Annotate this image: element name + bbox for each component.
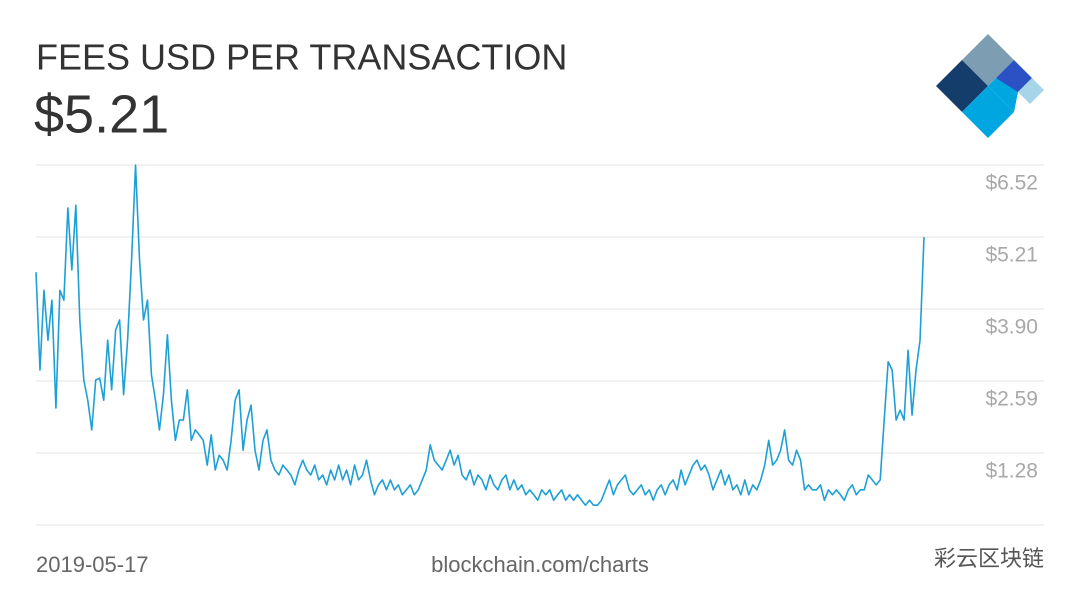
y-tick-label: $1.28 (985, 460, 1038, 483)
logo (936, 34, 1044, 138)
logo-piece (1018, 78, 1044, 104)
y-tick-label: $2.59 (985, 388, 1038, 411)
headline-value: $5.21 (34, 84, 169, 144)
chart-title: FEES USD PER TRANSACTION (36, 37, 567, 78)
start-date: 2019-05-17 (36, 552, 149, 577)
logo-piece (988, 78, 1018, 112)
data-line (35, 164, 925, 507)
source-label: blockchain.com/charts (431, 552, 649, 577)
y-tick-label: $6.52 (985, 172, 1038, 195)
y-tick-label: $3.90 (985, 316, 1038, 339)
y-tick-label: $5.21 (985, 244, 1038, 267)
watermark: 彩云区块链 (934, 546, 1044, 571)
